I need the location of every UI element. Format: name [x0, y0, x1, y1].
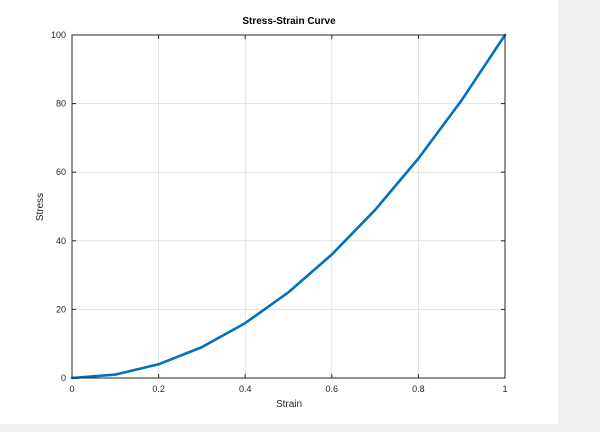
plot-area — [72, 35, 505, 378]
axes — [71, 34, 506, 379]
x-tick-label: 1 — [502, 384, 507, 394]
chart-title: Stress-Strain Curve — [242, 16, 336, 27]
y-tick-label: 0 — [61, 373, 66, 383]
y-tick-label: 60 — [56, 167, 66, 177]
data-line — [70, 33, 507, 380]
y-tick-label: 40 — [56, 236, 66, 246]
x-axis-label: Strain — [276, 399, 302, 410]
series-layer — [70, 33, 507, 380]
y-tick-label: 100 — [51, 30, 66, 40]
y-tick-label: 20 — [56, 304, 66, 314]
y-axis-label: Stress — [35, 193, 46, 221]
x-tick-label: 0.4 — [239, 384, 252, 394]
x-tick-label: 0.8 — [412, 384, 425, 394]
y-ticks: 0 20 40 60 80 100 — [51, 30, 505, 383]
axes-box — [71, 34, 506, 379]
x-tick-label: 0.2 — [152, 384, 165, 394]
y-tick-label: 80 — [56, 99, 66, 109]
x-tick-label: 0.6 — [326, 384, 339, 394]
x-ticks: 0 0.2 0.4 0.6 0.8 1 — [69, 35, 508, 394]
figure-canvas: 0 0.2 0.4 0.6 0.8 1 0 20 40 60 80 100 Stress-Strai… — [0, 0, 558, 424]
chart-svg: 0 0.2 0.4 0.6 0.8 1 0 20 40 60 80 100 Stress-Strai… — [35, 16, 508, 410]
x-tick-label: 0 — [69, 384, 74, 394]
